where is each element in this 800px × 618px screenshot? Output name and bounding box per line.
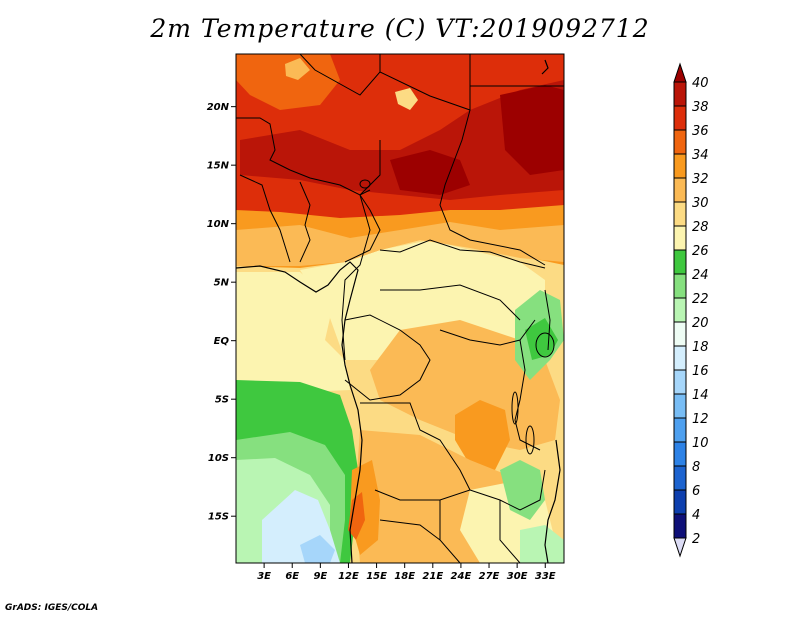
- colorbar-box: [673, 201, 687, 227]
- temperature-field: [236, 54, 564, 563]
- colorbar-level-label: 18: [692, 340, 709, 355]
- lon-tick-label: 27E: [479, 571, 500, 582]
- south-red-strip: [348, 492, 365, 540]
- lat-tick-label: 20N: [207, 102, 230, 113]
- colorbar-box: [673, 369, 687, 395]
- colorbar-level-label: 2: [692, 532, 700, 547]
- colorbar-box: [673, 345, 687, 371]
- lakes: [359, 179, 555, 455]
- lat-tick-label: 5N: [214, 278, 230, 289]
- colorbar-level-label: 36: [692, 124, 709, 139]
- longitude-axis: 3E 6E 9E 12E 15E 18E 21E 24E 27E 30E 33E: [257, 563, 556, 582]
- colorbar-level-label: 30: [692, 196, 709, 211]
- colorbar-level-label: 12: [692, 412, 709, 427]
- colorbar-level-label: 20: [692, 316, 709, 331]
- colorbar-level-label: 10: [692, 436, 709, 451]
- colorbar-level-label: 34: [692, 148, 709, 163]
- colorbar-level-label: 24: [692, 268, 709, 283]
- colorbar-box: [673, 465, 687, 491]
- lat-tick-label: 15N: [207, 161, 230, 172]
- colorbar-upper-triangle: [673, 62, 687, 83]
- colorbar-level-label: 32: [692, 172, 709, 187]
- lon-tick-label: 12E: [338, 571, 359, 582]
- colorbar-box: [673, 417, 687, 443]
- map-frame: [235, 53, 565, 564]
- lat-tick-label: 15S: [208, 512, 229, 523]
- north-highland-patch: [285, 58, 310, 80]
- colorbar-box: [673, 297, 687, 323]
- colorbar-box: [673, 105, 687, 131]
- north-highland-patch-2: [395, 88, 418, 110]
- colorbar-box: [673, 513, 687, 539]
- lon-tick-label: 30E: [507, 571, 528, 582]
- lon-tick-label: 24E: [451, 571, 472, 582]
- colorbar-box: [673, 273, 687, 299]
- lon-tick-label: 9E: [313, 571, 327, 582]
- latitude-axis: 20N 15N 10N 5N EQ 5S 10S 15S: [207, 102, 236, 523]
- colorbar-box: [673, 81, 687, 107]
- colorbar-level-label: 16: [692, 364, 709, 379]
- lon-tick-label: 21E: [422, 571, 443, 582]
- ocean-blue-spot: [300, 535, 335, 563]
- colorbar-box: [673, 129, 687, 155]
- colorbar-level-label: 38: [692, 100, 709, 115]
- colorbar-box: [673, 153, 687, 179]
- lat-tick-label: 10N: [207, 219, 230, 230]
- colorbar-boxes: [673, 62, 687, 558]
- colorbar-level-label: 28: [692, 220, 709, 235]
- colorbar-level-label: 4: [692, 508, 700, 523]
- colorbar-box: [673, 177, 687, 203]
- lon-tick-label: 33E: [535, 571, 556, 582]
- coastline: [236, 59, 561, 563]
- colorbar-level-label: 14: [692, 388, 709, 403]
- colorbar-box: [673, 249, 687, 275]
- lat-tick-label: EQ: [214, 336, 230, 347]
- colorbar-box: [673, 225, 687, 251]
- northwest-orange-region: [236, 54, 340, 110]
- lat-tick-label: 5S: [215, 395, 229, 406]
- colorbar-level-label: 6: [692, 484, 700, 499]
- sahel-lightorange-band: [236, 222, 564, 266]
- colorbar-level-label: 22: [692, 292, 709, 307]
- colorbar-box: [673, 393, 687, 419]
- chart-title: 2m Temperature (C) VT:2019092712: [150, 14, 650, 43]
- lon-tick-label: 3E: [257, 571, 271, 582]
- lat-tick-label: 10S: [208, 453, 229, 464]
- sahara-darkred-region: [240, 80, 564, 200]
- colorbar-lower-triangle: [673, 537, 687, 558]
- lon-tick-label: 18E: [394, 571, 415, 582]
- colorbar-level-label: 8: [692, 460, 700, 475]
- sahara-maroon-east: [500, 85, 564, 175]
- lon-tick-label: 6E: [285, 571, 299, 582]
- colorbar-box: [673, 441, 687, 467]
- credit-label: GrADS: IGES/COLA: [5, 603, 99, 613]
- southeast-lightgreen-region: [520, 525, 564, 563]
- colorbar-level-label: 26: [692, 244, 709, 259]
- congo-hot-patch: [455, 400, 510, 470]
- sahara-maroon-region: [390, 150, 470, 195]
- lon-tick-label: 15E: [366, 571, 387, 582]
- southeast-green-region: [500, 460, 545, 520]
- colorbar-level-label: 40: [692, 76, 709, 91]
- colorbar-box: [673, 321, 687, 347]
- country-borders: [236, 54, 564, 563]
- colorbar-box: [673, 489, 687, 515]
